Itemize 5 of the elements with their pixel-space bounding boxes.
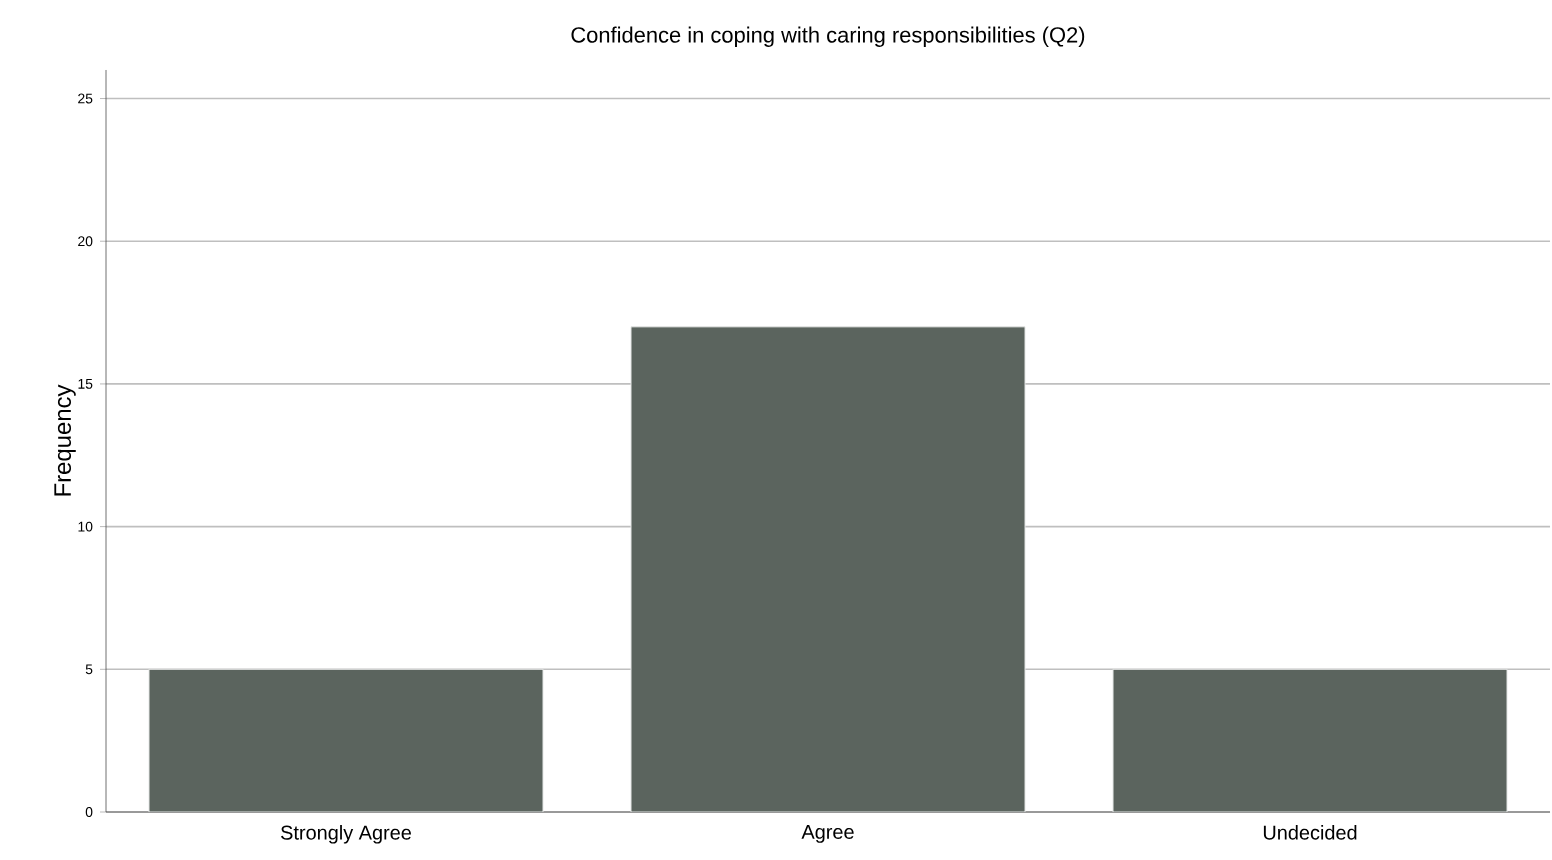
x-tick-label: Undecided (1263, 825, 1357, 840)
x-tick-label: Agree (801, 825, 854, 843)
x-tick-label: Strongly Agree (281, 825, 411, 844)
y-axis-title: Frequency (54, 384, 76, 496)
chart-title: Confidence in coping with caring responsibilities (Q2) (571, 26, 1085, 47)
